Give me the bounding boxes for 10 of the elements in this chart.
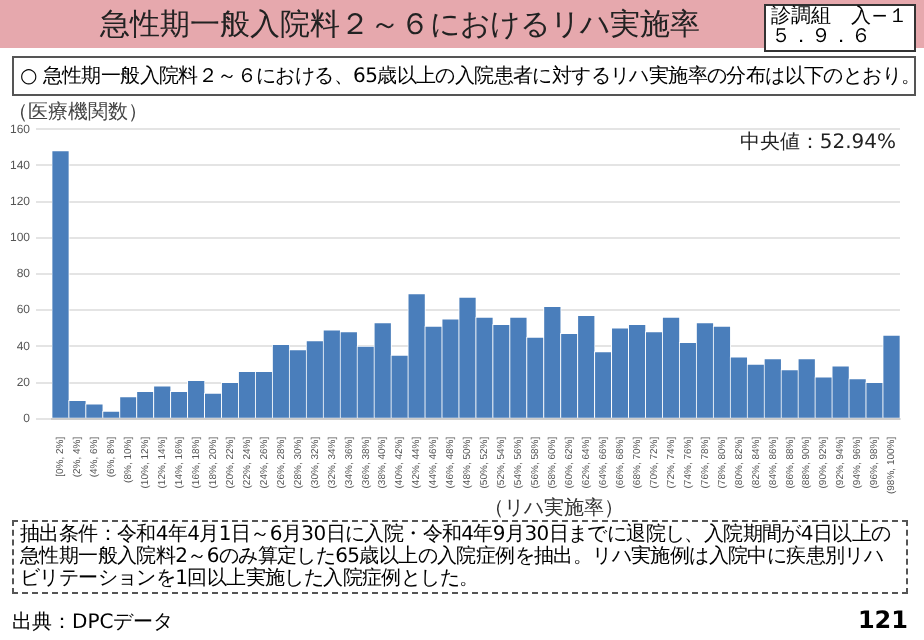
annotation: 中央値：52.94% — [739, 129, 896, 156]
text: 抽出条件：令和4年4月1日～6月30日に入院・令和4年9月30日までに退院し、入院期間が4日以上の急性期一般入院料2～6のみ算定した65歳以上の入院症例を抽出。リハ実施例は入院中に疾患別リハビリテーションを1回以上実施した入院症例とした。 — [12, 520, 908, 594]
text: ５．９．６ — [771, 26, 874, 48]
y-axis-title: （医療機関数） — [8, 99, 148, 124]
text: 121 — [857, 606, 908, 634]
text: 診調組 入−１ — [771, 6, 908, 28]
source-note: 出典：DPCデータ — [12, 609, 174, 636]
x-axis-title: （リハ実施率） — [484, 495, 624, 522]
chart-subtitle: ○ 急性期一般入院料２～６における、65歳以上の入院患者に対するリハ実施率の分布は以下のとおり。 — [12, 56, 921, 96]
chart-title: 急性期一般入院料２～６におけるリハ実施率 — [100, 6, 700, 42]
